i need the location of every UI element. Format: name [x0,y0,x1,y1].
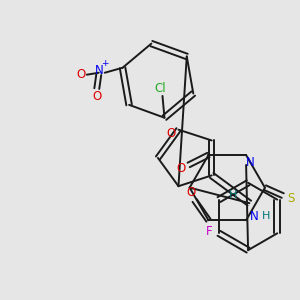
Text: S: S [287,192,294,205]
Text: O: O [76,68,86,81]
Text: H: H [229,190,238,200]
Text: O: O [92,90,101,103]
Text: H: H [262,211,270,221]
Text: Cl: Cl [155,82,166,94]
Text: O: O [186,186,195,199]
Text: F: F [206,225,212,238]
Text: N: N [246,157,254,169]
Text: O: O [176,162,185,176]
Text: O: O [166,127,175,140]
Text: N: N [94,64,103,77]
Text: N: N [250,210,258,223]
Text: +: + [101,59,109,68]
